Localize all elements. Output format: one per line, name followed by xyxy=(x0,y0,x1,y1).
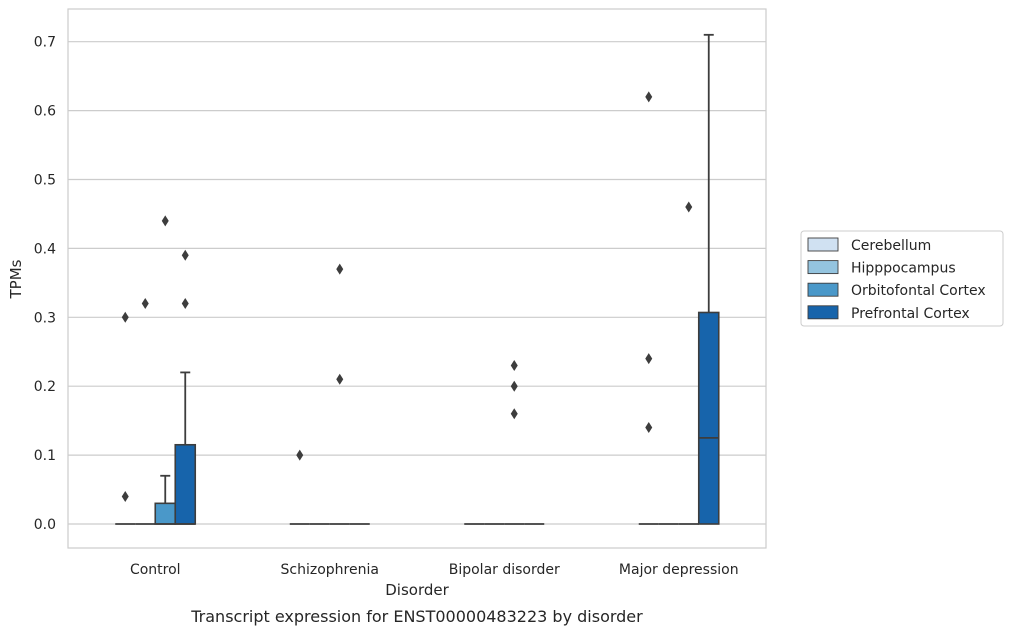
x-tick-label: Major depression xyxy=(619,562,739,578)
x-tick-label: Control xyxy=(130,562,181,578)
box-orbitofontal-cortex xyxy=(329,263,350,525)
legend-label: Cerebellum xyxy=(851,238,931,254)
legend-swatch xyxy=(807,305,839,320)
legend-swatch xyxy=(807,260,839,275)
y-tick-label: 0.5 xyxy=(34,173,56,189)
outlier-point xyxy=(645,353,653,365)
outlier-point xyxy=(645,91,653,103)
outlier-point xyxy=(121,490,129,502)
y-tick-label: 0.4 xyxy=(34,241,56,257)
box xyxy=(697,311,720,525)
legend-swatch xyxy=(807,282,839,297)
x-tick-label: Schizophrenia xyxy=(281,562,379,578)
box xyxy=(154,502,177,525)
x-axis-label: Disorder xyxy=(385,581,449,599)
outlier-point xyxy=(685,201,693,213)
legend-label: Prefrontal Cortex xyxy=(851,306,970,322)
chart-caption: Transcript expression for ENST0000048322… xyxy=(190,607,643,626)
box-prefrontal-cortex xyxy=(697,33,720,525)
outlier-point xyxy=(336,263,344,275)
outlier-point xyxy=(645,422,653,434)
y-tick-label: 0.6 xyxy=(34,104,56,120)
box-orbitofontal-cortex xyxy=(504,360,525,525)
box-cerebellum xyxy=(115,311,136,525)
box-cerebellum xyxy=(638,91,659,525)
boxes-layer xyxy=(115,33,720,525)
x-tick-label: Bipolar disorder xyxy=(449,562,560,578)
outlier-point xyxy=(121,311,129,323)
outlier-point xyxy=(510,408,518,420)
outlier-point xyxy=(296,449,304,461)
outlier-point xyxy=(141,298,149,310)
x-tick-labels: Control Schizophrenia Bipolar disorder Majo… xyxy=(130,562,739,578)
y-tick-label: 0.1 xyxy=(34,448,56,464)
outlier-point xyxy=(510,380,518,392)
outlier-point xyxy=(181,249,189,261)
gridlines xyxy=(68,41,766,525)
y-tick-labels: 0.0 0.1 0.2 0.3 0.4 0.5 0.6 0.7 xyxy=(34,35,56,533)
y-tick-label: 0.2 xyxy=(34,379,56,395)
y-tick-label: 0.0 xyxy=(34,517,56,533)
outlier-point xyxy=(161,215,169,227)
y-tick-label: 0.7 xyxy=(34,35,56,51)
plot-frame xyxy=(67,8,767,549)
legend: Cerebellum Hipppocampus Orbitofontal Corte… xyxy=(800,230,1004,327)
legend-frame xyxy=(800,230,1004,327)
box-hipppocampus xyxy=(135,298,156,525)
outlier-point xyxy=(510,360,518,372)
box-orbitofontal-cortex xyxy=(154,215,177,525)
legend-label: Orbitofontal Cortex xyxy=(851,283,986,299)
outlier-point xyxy=(181,298,189,310)
box-orbitofontal-cortex xyxy=(678,201,699,525)
box-prefrontal-cortex xyxy=(174,249,197,525)
box xyxy=(174,443,197,525)
box-cerebellum xyxy=(289,449,310,525)
legend-label: Hipppocampus xyxy=(851,261,956,277)
legend-swatch xyxy=(807,237,839,252)
y-axis-label: TPMs xyxy=(7,259,25,299)
y-tick-label: 0.3 xyxy=(34,310,56,326)
outlier-point xyxy=(336,373,344,385)
